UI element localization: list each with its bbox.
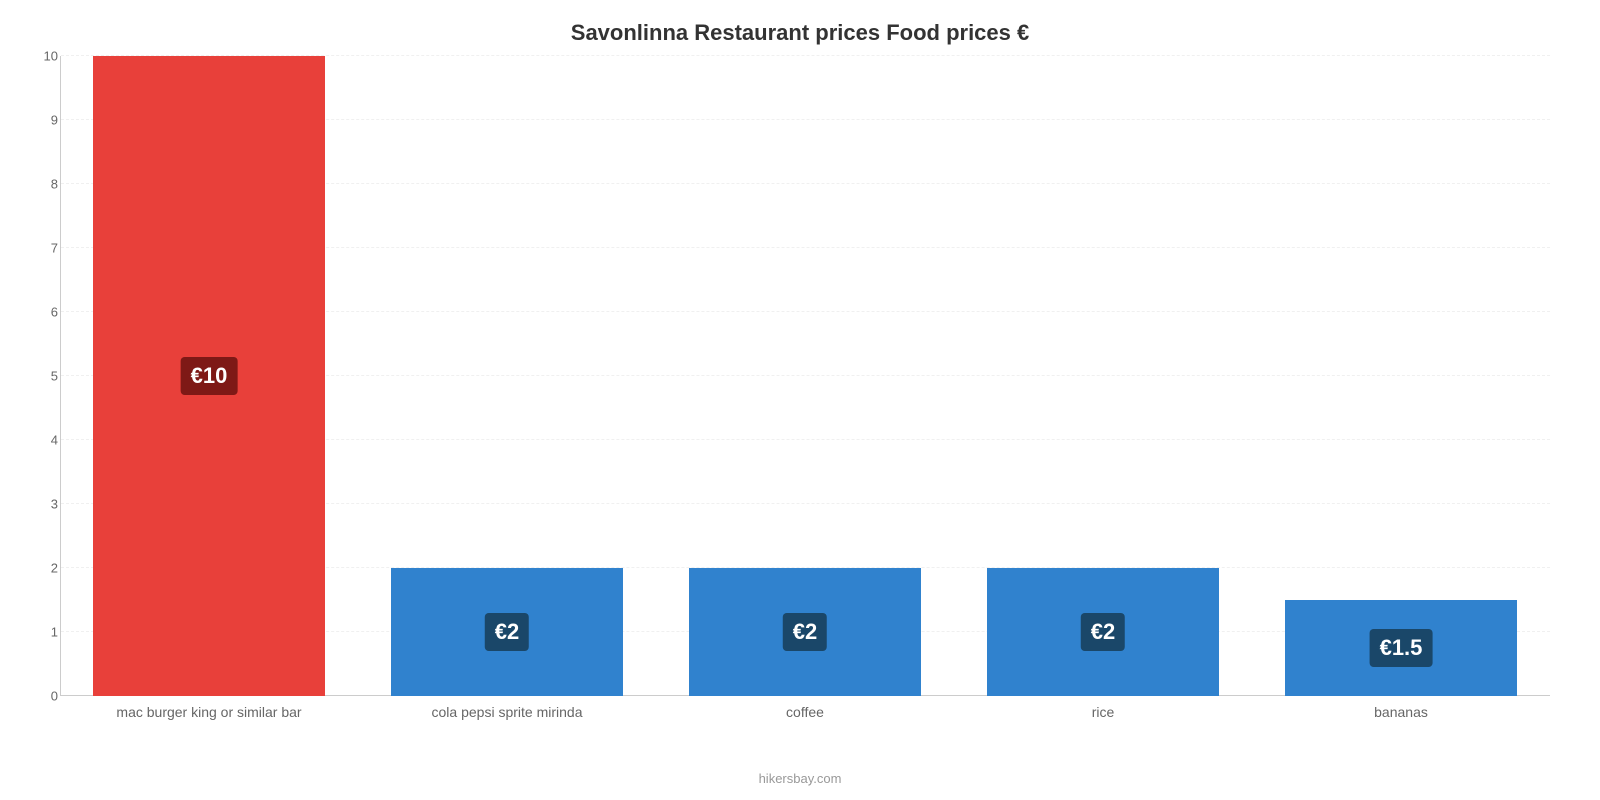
y-axis: 012345678910 <box>30 56 58 696</box>
bar-slot: €2 <box>954 56 1252 696</box>
bar: €1.5 <box>1285 600 1517 696</box>
chart-title: Savonlinna Restaurant prices Food prices… <box>30 20 1570 46</box>
x-tick-label: bananas <box>1252 704 1550 720</box>
y-tick-label: 6 <box>30 305 58 320</box>
y-tick-label: 10 <box>30 49 58 64</box>
y-tick-label: 3 <box>30 497 58 512</box>
bar-slot: €2 <box>656 56 954 696</box>
x-tick-label: coffee <box>656 704 954 720</box>
bar-value-label: €2 <box>1081 613 1125 651</box>
attribution-text: hikersbay.com <box>0 771 1600 786</box>
bar-value-label: €2 <box>485 613 529 651</box>
x-tick-label: mac burger king or similar bar <box>60 704 358 720</box>
x-tick-label: rice <box>954 704 1252 720</box>
y-tick-label: 0 <box>30 689 58 704</box>
bar-value-label: €1.5 <box>1370 629 1433 667</box>
plot-area: 012345678910 €10€2€2€2€1.5 mac burger ki… <box>60 56 1550 696</box>
bars-container: €10 €2 €2 €2 €1.5 <box>60 56 1550 696</box>
bar: €2 <box>689 568 921 696</box>
y-tick-label: 2 <box>30 561 58 576</box>
bar-value-label: €10 <box>181 357 238 395</box>
bar: €2 <box>987 568 1219 696</box>
bar-slot: €10 <box>60 56 358 696</box>
price-chart: Savonlinna Restaurant prices Food prices… <box>0 0 1600 800</box>
bar-slot: €1.5 <box>1252 56 1550 696</box>
bar-slot: €2 <box>358 56 656 696</box>
bar: €2 <box>391 568 623 696</box>
x-tick-label: cola pepsi sprite mirinda <box>358 704 656 720</box>
y-tick-label: 8 <box>30 177 58 192</box>
y-tick-label: 7 <box>30 241 58 256</box>
bar-value-label: €2 <box>783 613 827 651</box>
y-tick-label: 1 <box>30 625 58 640</box>
y-tick-label: 4 <box>30 433 58 448</box>
y-tick-label: 5 <box>30 369 58 384</box>
y-tick-label: 9 <box>30 113 58 128</box>
x-axis-labels: mac burger king or similar barcola pepsi… <box>60 704 1550 720</box>
bar: €10 <box>93 56 325 696</box>
